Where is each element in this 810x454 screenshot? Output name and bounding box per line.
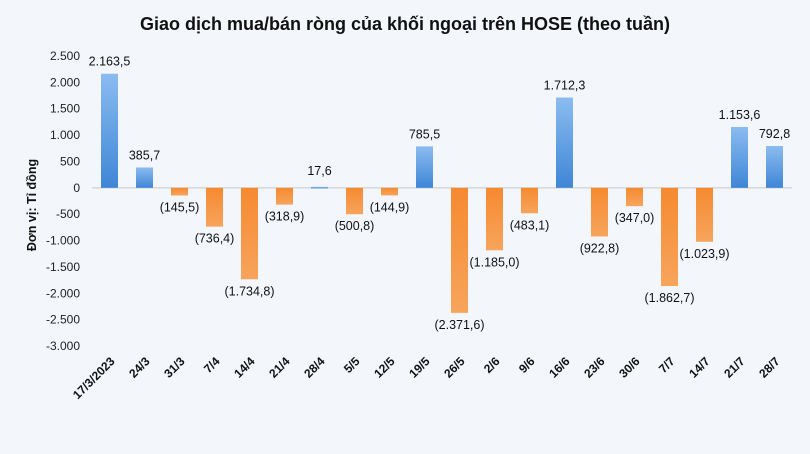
data-label: 785,5 <box>409 127 440 141</box>
x-tick-label: 7/4 <box>201 354 223 376</box>
y-tick-label: 2.000 <box>50 75 80 89</box>
data-label: 792,8 <box>759 127 790 141</box>
data-label: (2.371,6) <box>434 318 484 332</box>
y-tick-label: -500 <box>56 207 80 221</box>
bar <box>381 187 398 196</box>
bar <box>206 187 223 227</box>
data-label: 385,7 <box>129 148 160 162</box>
y-tick-label: 1.500 <box>50 102 80 116</box>
data-label: (1.862,7) <box>644 291 694 305</box>
data-label: (922,8) <box>580 241 620 255</box>
bar <box>101 73 118 188</box>
y-tick-label: -2.500 <box>46 313 80 327</box>
data-label: (145,5) <box>160 200 200 214</box>
chart-title: Giao dịch mua/bán ròng của khối ngoại tr… <box>140 14 670 34</box>
bar <box>556 97 573 188</box>
bar <box>731 126 748 188</box>
data-label: 1.153,6 <box>719 108 761 122</box>
x-tick-label: 9/6 <box>516 354 538 376</box>
x-tick-label: 5/5 <box>341 354 363 376</box>
x-tick-label: 2/6 <box>481 354 503 376</box>
x-tick-label: 30/6 <box>616 354 643 381</box>
y-tick-label: 1.000 <box>50 128 80 142</box>
bar <box>521 187 538 214</box>
y-tick-label: 0 <box>73 181 80 195</box>
data-label: 17,6 <box>307 164 331 178</box>
data-label: (347,0) <box>615 211 655 225</box>
y-tick-label: -2.000 <box>46 286 80 300</box>
data-label: 1.712,3 <box>544 79 586 93</box>
x-tick-label: 21/7 <box>721 354 748 381</box>
data-label: 2.163,5 <box>89 55 131 69</box>
data-label: (736,4) <box>195 232 235 246</box>
bar <box>486 187 503 251</box>
bar <box>626 187 643 207</box>
y-tick-label: 2.500 <box>50 49 80 63</box>
x-tick-label: 28/7 <box>756 354 783 381</box>
x-tick-label: 31/3 <box>161 354 188 381</box>
bars-group <box>101 73 783 313</box>
x-tick-label: 14/4 <box>231 354 258 381</box>
data-label: (318,9) <box>265 210 305 224</box>
x-tick-label: 7/7 <box>656 354 678 376</box>
bar <box>241 187 258 280</box>
bar <box>311 186 328 189</box>
y-axis-ticks: 2.500 2.000 1.500 1.000 500 0 -500 -1.000 -1.500… <box>46 49 80 353</box>
x-tick-label: 28/4 <box>301 354 328 381</box>
data-label: (500,8) <box>335 219 375 233</box>
data-labels-group: 2.163,5 385,7 (145,5) (736,4) (1.734,8) (318,… <box>89 55 791 332</box>
x-tick-label: 17/3/2023 <box>70 354 118 402</box>
bar <box>416 146 433 188</box>
bar <box>171 187 188 196</box>
x-tick-label: 12/5 <box>371 354 398 381</box>
x-tick-label: 24/3 <box>126 354 153 381</box>
x-tick-label: 26/5 <box>441 354 468 381</box>
bar <box>591 187 608 237</box>
data-label: (1.185,0) <box>469 255 519 269</box>
data-label: (1.734,8) <box>224 284 274 298</box>
bar <box>766 146 783 188</box>
bar <box>136 167 153 188</box>
y-axis-label: Đơn vị: Tỉ đồng <box>25 159 39 251</box>
x-axis-ticks: 17/3/2023 24/3 31/3 7/4 14/4 21/4 28/4 5/5 12/5 1… <box>70 354 783 402</box>
bar <box>276 187 293 205</box>
bar <box>661 187 678 287</box>
y-tick-label: -3.000 <box>46 339 80 353</box>
x-tick-label: 23/6 <box>581 354 608 381</box>
data-label: (144,9) <box>370 200 410 214</box>
y-tick-label: 500 <box>60 154 80 168</box>
x-tick-label: 19/5 <box>406 354 433 381</box>
bar <box>451 187 468 313</box>
x-tick-label: 16/6 <box>546 354 573 381</box>
data-label: (1.023,9) <box>679 247 729 261</box>
x-tick-label: 21/4 <box>266 354 293 381</box>
x-tick-label: 14/7 <box>686 354 713 381</box>
bar <box>346 187 363 215</box>
data-label: (483,1) <box>510 218 550 232</box>
y-tick-label: -1.500 <box>46 260 80 274</box>
y-tick-label: -1.000 <box>46 234 80 248</box>
bar <box>696 187 713 242</box>
